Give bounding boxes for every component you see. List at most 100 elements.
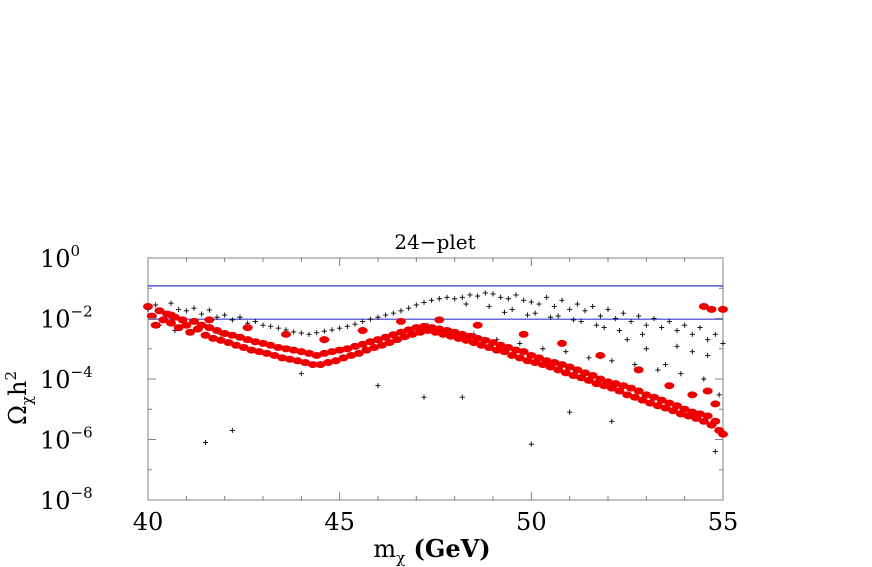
scatter-point (168, 300, 174, 306)
scatter-point (574, 301, 580, 307)
scatter-point (413, 302, 419, 308)
scatter-point (191, 305, 197, 311)
scatter-point (206, 307, 212, 313)
scatter-point (641, 391, 652, 399)
scatter-point (298, 371, 304, 377)
y-tick-label: 10−2 (40, 303, 93, 334)
scatter-point (603, 378, 613, 386)
scatter-point (307, 361, 318, 369)
scatter-point (705, 352, 711, 359)
scatter-point (292, 357, 303, 365)
scatter-point (557, 339, 567, 347)
scatter-point (334, 346, 345, 354)
scatter-point (380, 333, 391, 341)
scatter-point (662, 361, 669, 368)
scatter-point (639, 331, 646, 337)
scatter-point (620, 310, 626, 316)
scatter-point (298, 330, 304, 336)
scatter-point (643, 346, 649, 352)
scatter-point (323, 359, 334, 367)
scatter-point (633, 387, 644, 395)
scatter-point (618, 382, 629, 390)
scatter-point (609, 358, 615, 364)
scatter-point (398, 308, 404, 314)
scatter-point (687, 408, 698, 416)
scatter-point (586, 355, 592, 361)
scatter-point (150, 321, 161, 329)
scatter-point (237, 314, 243, 320)
scatter-point (361, 346, 372, 354)
scatter-point (702, 412, 713, 420)
scatter-point (288, 346, 299, 354)
scatter-point (383, 312, 389, 318)
scatter-point (281, 330, 291, 338)
scatter-point (229, 427, 235, 433)
scatter-point (306, 331, 312, 337)
scatter-point (526, 351, 537, 359)
scatter-point (314, 330, 320, 336)
scatter-point (701, 376, 707, 382)
scatter-point (687, 391, 698, 399)
scatter-point (300, 359, 311, 367)
scatter-point (536, 301, 542, 307)
scatter-point (472, 321, 483, 329)
scatter-point (467, 292, 473, 298)
scatter-point (518, 348, 529, 356)
scatter-point (183, 308, 189, 314)
x-tick-label: 50 (516, 508, 547, 536)
scatter-point (252, 318, 258, 325)
scatter-point (678, 371, 684, 377)
scatter-point (158, 316, 169, 324)
scatter-point (567, 306, 573, 312)
scatter-point (337, 325, 343, 331)
x-axis-title-symbol: m (373, 535, 396, 563)
scatter-series-red (143, 302, 728, 438)
scatter-point (376, 341, 387, 349)
scatter-point (200, 331, 211, 339)
scatter-point (367, 316, 373, 322)
y-tick-label: 10−6 (40, 424, 93, 455)
scatter-point (582, 308, 588, 314)
scatter-point (229, 317, 235, 323)
scatter-point (649, 393, 659, 401)
scatter-point (315, 361, 326, 369)
scatter-point (396, 317, 406, 325)
scatter-point (390, 310, 396, 316)
y-axis-title: Ωχh2 (2, 371, 36, 425)
scatter-point (406, 305, 412, 311)
scatter-point (449, 328, 460, 336)
scatter-point (679, 405, 690, 413)
scatter-point (564, 363, 575, 371)
scatter-point (551, 303, 557, 310)
scatter-point (706, 305, 717, 313)
scatter-point (521, 297, 527, 303)
scatter-point (304, 349, 314, 357)
scatter-point (568, 372, 579, 380)
scatter-point (674, 343, 680, 349)
chart-title: 24−plet (394, 230, 475, 254)
scatter-point (146, 312, 157, 320)
scatter-point (643, 322, 649, 328)
scatter-point (436, 296, 442, 302)
scatter-point (480, 336, 491, 344)
scatter-point (344, 323, 350, 329)
scatter-point (173, 324, 184, 332)
scatter-point (632, 361, 638, 368)
y-tick-label: 100 (40, 242, 80, 273)
scatter-point (231, 341, 242, 349)
scatter-point (501, 309, 508, 315)
scatter-point (518, 330, 529, 338)
scatter-point (212, 327, 222, 335)
scatter-point (524, 312, 531, 318)
scatter-point (421, 394, 427, 400)
scatter-point (614, 387, 625, 395)
x-axis-title-subscript: χ (396, 549, 405, 567)
scatter-point (384, 339, 395, 347)
scatter-point (534, 354, 544, 362)
scatter-point (421, 299, 427, 306)
scatter-point (319, 336, 330, 344)
scatter-point (472, 334, 483, 342)
scatter-point (246, 346, 257, 354)
scatter-point (311, 351, 322, 359)
scatter-point (609, 418, 615, 424)
